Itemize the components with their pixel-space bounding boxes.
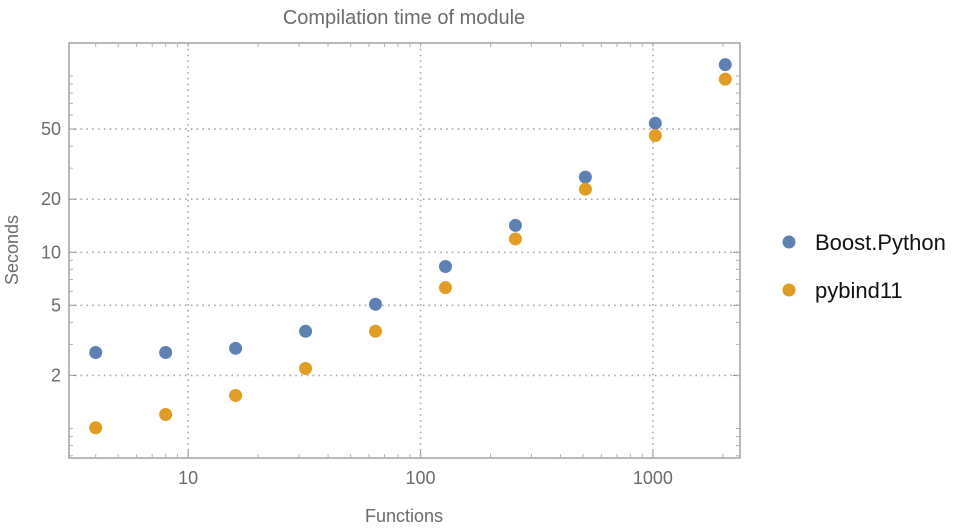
data-point-pybind11 bbox=[229, 388, 243, 402]
legend-marker-boost-python bbox=[782, 235, 796, 249]
data-point-boost-python bbox=[438, 260, 452, 274]
data-point-pybind11 bbox=[89, 421, 103, 435]
data-point-pybind11 bbox=[508, 232, 522, 246]
y-tick-label: 2 bbox=[51, 365, 61, 385]
axis-ticks: 10 100 1000 2 5 10 20 50 bbox=[41, 43, 740, 488]
data-point-pybind11 bbox=[369, 324, 383, 338]
x-tick-label: 1000 bbox=[633, 468, 673, 488]
legend-marker-pybind11 bbox=[782, 283, 796, 297]
data-point-boost-python bbox=[578, 170, 592, 184]
chart-title: Compilation time of module bbox=[283, 7, 525, 29]
data-point-boost-python bbox=[648, 116, 662, 130]
legend-label-boost-python: Boost.Python bbox=[815, 230, 946, 255]
y-tick-label: 50 bbox=[41, 119, 61, 139]
data-point-boost-python bbox=[159, 345, 173, 359]
data-point-boost-python bbox=[89, 345, 103, 359]
data-point-pybind11 bbox=[438, 281, 452, 295]
y-tick-label: 20 bbox=[41, 189, 61, 209]
data-point-boost-python bbox=[229, 341, 243, 355]
legend: Boost.Python pybind11 bbox=[782, 230, 946, 303]
data-point-pybind11 bbox=[159, 408, 173, 422]
x-axis-label: Functions bbox=[365, 506, 443, 525]
data-point-pybind11 bbox=[648, 128, 662, 142]
x-tick-label: 10 bbox=[178, 468, 198, 488]
plot-frame bbox=[68, 42, 741, 459]
legend-label-pybind11: pybind11 bbox=[815, 278, 903, 303]
x-tick-label: 100 bbox=[406, 468, 436, 488]
y-axis-label: Seconds bbox=[2, 215, 22, 285]
data-point-boost-python bbox=[508, 218, 522, 232]
y-tick-label: 5 bbox=[51, 295, 61, 315]
data-point-boost-python bbox=[718, 58, 732, 72]
grid bbox=[69, 43, 740, 458]
data-point-pybind11 bbox=[299, 361, 313, 375]
data-point-boost-python bbox=[369, 297, 383, 311]
data-point-boost-python bbox=[299, 324, 313, 338]
data-point-pybind11 bbox=[718, 72, 732, 86]
data-points bbox=[89, 58, 732, 435]
y-tick-label: 10 bbox=[41, 242, 61, 262]
data-point-pybind11 bbox=[578, 182, 592, 196]
